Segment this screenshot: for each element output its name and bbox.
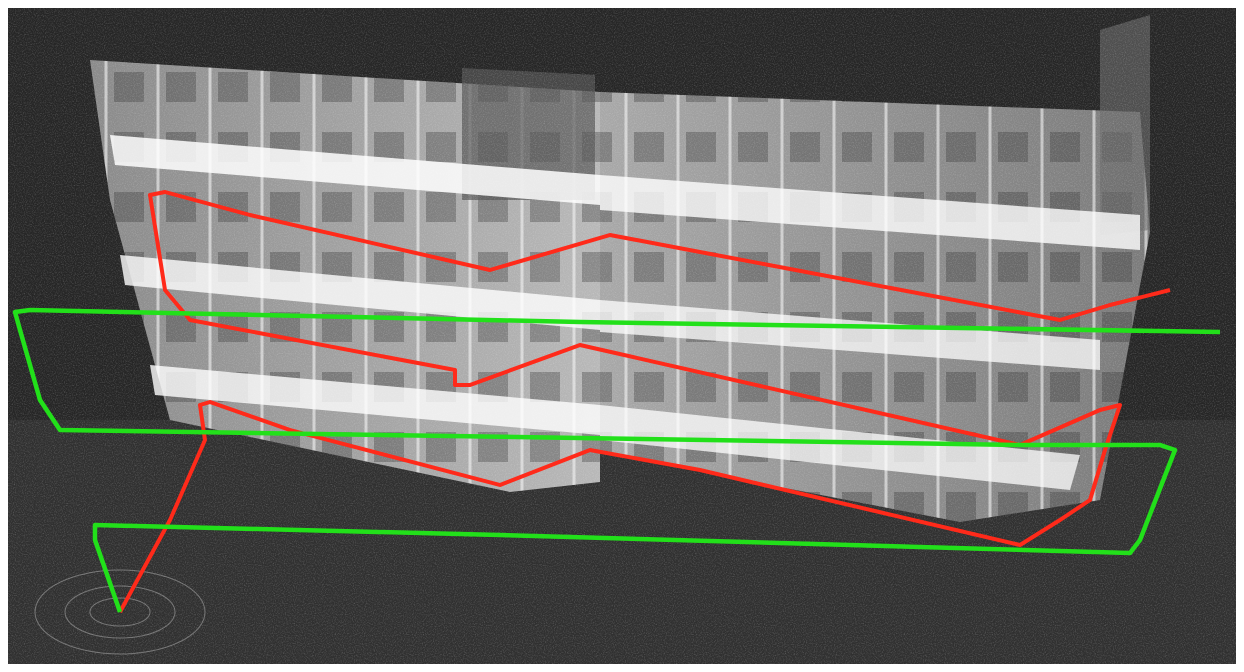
red-trajectory	[118, 190, 1171, 613]
point-noise	[8, 8, 1236, 664]
green-trajectory	[12, 307, 1221, 613]
scanner-rings	[34, 569, 206, 655]
